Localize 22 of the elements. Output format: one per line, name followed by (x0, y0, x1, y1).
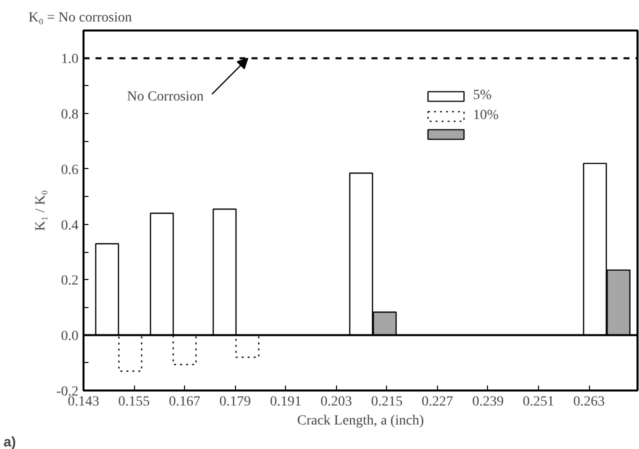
x-tick-label: 0.179 (219, 394, 251, 410)
y-tick-label: 0.6 (61, 162, 78, 178)
chart-title: K₀ = No corrosion (28, 10, 132, 26)
x-tick-label: 0.203 (320, 394, 352, 410)
x-tick-label: 0.155 (118, 394, 150, 410)
y-tick-label: 0.2 (61, 274, 78, 289)
y-tick-label: 0.0 (61, 329, 78, 344)
y-axis-title: K₁ / K₀ (33, 190, 48, 231)
legend-label: 5% (473, 88, 493, 104)
x-tick-label: 0.227 (422, 394, 454, 410)
x-tick-label: 0.239 (472, 394, 504, 410)
annotation: No Corrosion (126, 89, 204, 104)
x-tick-label: 0.215 (371, 394, 403, 410)
x-tick-label: 0.191 (270, 394, 302, 410)
y-tick-label: 0.4 (61, 218, 78, 234)
y-tick-label: 0.8 (61, 108, 78, 123)
y-tick-label: 1.0 (61, 52, 78, 68)
legend-label: 10% (473, 108, 499, 124)
x-axis-title: Crack Length, a (inch) (297, 414, 424, 428)
x-tick-label: 0.251 (522, 394, 554, 410)
x-tick-label: 0.263 (573, 394, 605, 410)
x-tick-label: 0.167 (168, 394, 200, 410)
